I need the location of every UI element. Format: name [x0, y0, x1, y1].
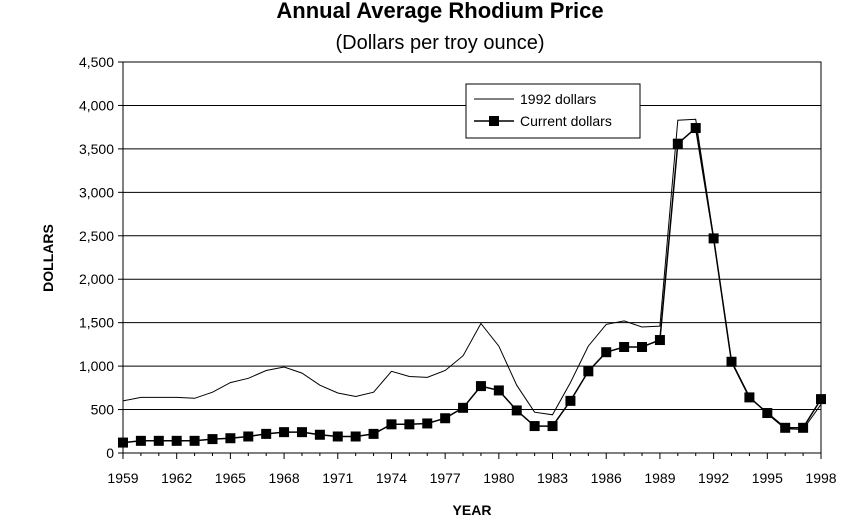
- data-point-current-dollars: [654, 335, 665, 346]
- y-tick-label: 1,000: [79, 358, 114, 374]
- x-tick-label: 1992: [698, 470, 729, 486]
- plot-area: [122, 61, 822, 454]
- data-point-current-dollars: [207, 434, 218, 445]
- data-point-current-dollars: [243, 431, 254, 442]
- data-point-current-dollars: [279, 427, 290, 438]
- data-point-current-dollars: [440, 413, 451, 424]
- chart-subtitle: (Dollars per troy ounce): [336, 32, 545, 54]
- data-point-current-dollars: [314, 429, 325, 440]
- legend-label-current-dollars: Current dollars: [520, 113, 612, 129]
- data-point-current-dollars: [135, 435, 146, 446]
- y-axis-label: DOLLARS: [40, 224, 56, 292]
- x-tick-label: 1986: [591, 470, 622, 486]
- series-group: [118, 118, 826, 448]
- x-tick-label: 1965: [215, 470, 246, 486]
- data-point-current-dollars: [422, 418, 433, 429]
- legend-label-1992-dollars: 1992 dollars: [520, 91, 596, 107]
- y-tick-label: 2,000: [79, 271, 114, 287]
- data-point-current-dollars: [816, 394, 826, 405]
- data-point-current-dollars: [368, 428, 379, 439]
- y-tick-label: 3,500: [79, 141, 114, 157]
- data-point-current-dollars: [547, 421, 558, 432]
- data-point-current-dollars: [171, 435, 182, 446]
- y-tick-label: 2,500: [79, 228, 114, 244]
- data-point-current-dollars: [118, 437, 128, 448]
- data-point-current-dollars: [798, 422, 809, 433]
- data-point-current-dollars: [475, 381, 486, 392]
- data-point-current-dollars: [404, 419, 415, 430]
- data-point-current-dollars: [619, 341, 630, 352]
- x-tick-label: 1998: [805, 470, 836, 486]
- data-point-current-dollars: [672, 138, 683, 149]
- data-point-current-dollars: [601, 347, 612, 358]
- legend: 1992 dollars Current dollars: [465, 83, 641, 139]
- data-point-current-dollars: [780, 422, 791, 433]
- x-tick-label: 1971: [322, 470, 353, 486]
- x-tick-label: 1962: [161, 470, 192, 486]
- x-axis-label: YEAR: [453, 502, 492, 518]
- series-line-1992-dollars: [122, 118, 822, 431]
- x-tick-label: 1995: [752, 470, 783, 486]
- data-point-current-dollars: [189, 435, 200, 446]
- data-point-current-dollars: [583, 366, 594, 377]
- y-tick-label: 3,000: [79, 184, 114, 200]
- data-point-current-dollars: [386, 419, 397, 430]
- chart-title: Annual Average Rhodium Price: [276, 0, 603, 23]
- data-point-current-dollars: [332, 431, 343, 442]
- data-point-current-dollars: [726, 356, 737, 367]
- y-axis: 0 500 1,000 1,500 2,000 2,500 3,000 3,500 4,000 4…: [79, 54, 123, 461]
- data-point-current-dollars: [296, 427, 307, 438]
- series-line-current-dollars: [122, 126, 822, 444]
- y-tick-label: 4,000: [79, 97, 114, 113]
- data-point-current-dollars: [153, 435, 164, 446]
- x-axis: 1959 1962 1965 1968 1971 1974 1977 1980 1983 1986…: [107, 453, 837, 486]
- y-tick-label: 0: [106, 445, 114, 461]
- data-point-current-dollars: [637, 341, 648, 352]
- data-point-current-dollars: [511, 405, 522, 416]
- data-point-current-dollars: [493, 385, 504, 396]
- x-tick-label: 1968: [268, 470, 299, 486]
- data-point-current-dollars: [529, 421, 540, 432]
- x-tick-label: 1959: [107, 470, 138, 486]
- data-point-current-dollars: [690, 123, 701, 134]
- data-point-current-dollars: [261, 428, 272, 439]
- y-tick-label: 500: [91, 402, 115, 418]
- data-point-current-dollars: [458, 402, 469, 413]
- x-tick-label: 1989: [644, 470, 675, 486]
- legend-marker-current-dollars: [489, 116, 499, 126]
- x-tick-label: 1977: [430, 470, 461, 486]
- x-tick-label: 1974: [376, 470, 407, 486]
- data-point-current-dollars: [565, 395, 576, 406]
- legend-box: [465, 83, 641, 139]
- data-point-current-dollars: [350, 431, 361, 442]
- y-tick-label: 1,500: [79, 315, 114, 331]
- y-tick-label: 4,500: [79, 54, 114, 70]
- data-point-current-dollars: [708, 233, 719, 244]
- data-point-current-dollars: [744, 392, 755, 403]
- gridlines: [123, 104, 821, 411]
- x-tick-label: 1983: [537, 470, 568, 486]
- data-point-current-dollars: [225, 433, 236, 444]
- data-point-current-dollars: [762, 408, 773, 419]
- x-tick-label: 1980: [483, 470, 514, 486]
